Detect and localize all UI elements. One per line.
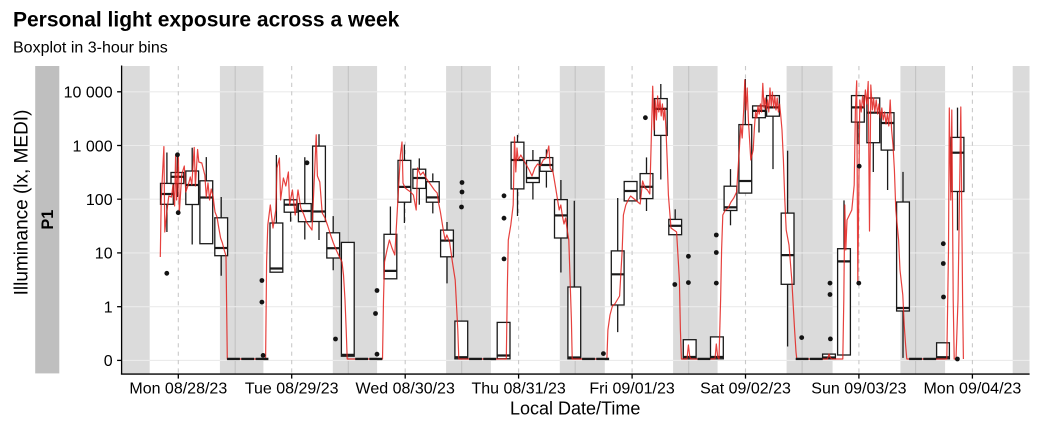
svg-text:Thu 08/31/23: Thu 08/31/23	[471, 381, 565, 398]
svg-text:Illuminance (lx, MEDI): Illuminance (lx, MEDI)	[12, 110, 33, 296]
svg-text:P1: P1	[39, 210, 57, 230]
svg-text:1 000: 1 000	[73, 138, 113, 155]
svg-text:1: 1	[104, 300, 113, 317]
svg-text:Sat 09/02/23: Sat 09/02/23	[700, 381, 791, 398]
svg-text:Mon 09/04/23: Mon 09/04/23	[923, 381, 1021, 398]
svg-text:Tue 08/29/23: Tue 08/29/23	[245, 381, 339, 398]
svg-text:Fri 09/01/23: Fri 09/01/23	[589, 381, 674, 398]
svg-text:0: 0	[104, 353, 113, 370]
svg-text:10: 10	[95, 246, 113, 263]
svg-text:100: 100	[86, 192, 113, 209]
svg-text:Sun 09/03/23: Sun 09/03/23	[811, 381, 906, 398]
svg-text:Mon 08/28/23: Mon 08/28/23	[129, 381, 227, 398]
svg-text:Wed 08/30/23: Wed 08/30/23	[356, 381, 455, 398]
svg-text:10 000: 10 000	[64, 85, 113, 102]
svg-text:Local Date/Time: Local Date/Time	[510, 398, 640, 418]
svg-text:Personal light exposure across: Personal light exposure across a week	[13, 9, 400, 32]
svg-text:Boxplot in 3-hour bins: Boxplot in 3-hour bins	[13, 40, 168, 57]
